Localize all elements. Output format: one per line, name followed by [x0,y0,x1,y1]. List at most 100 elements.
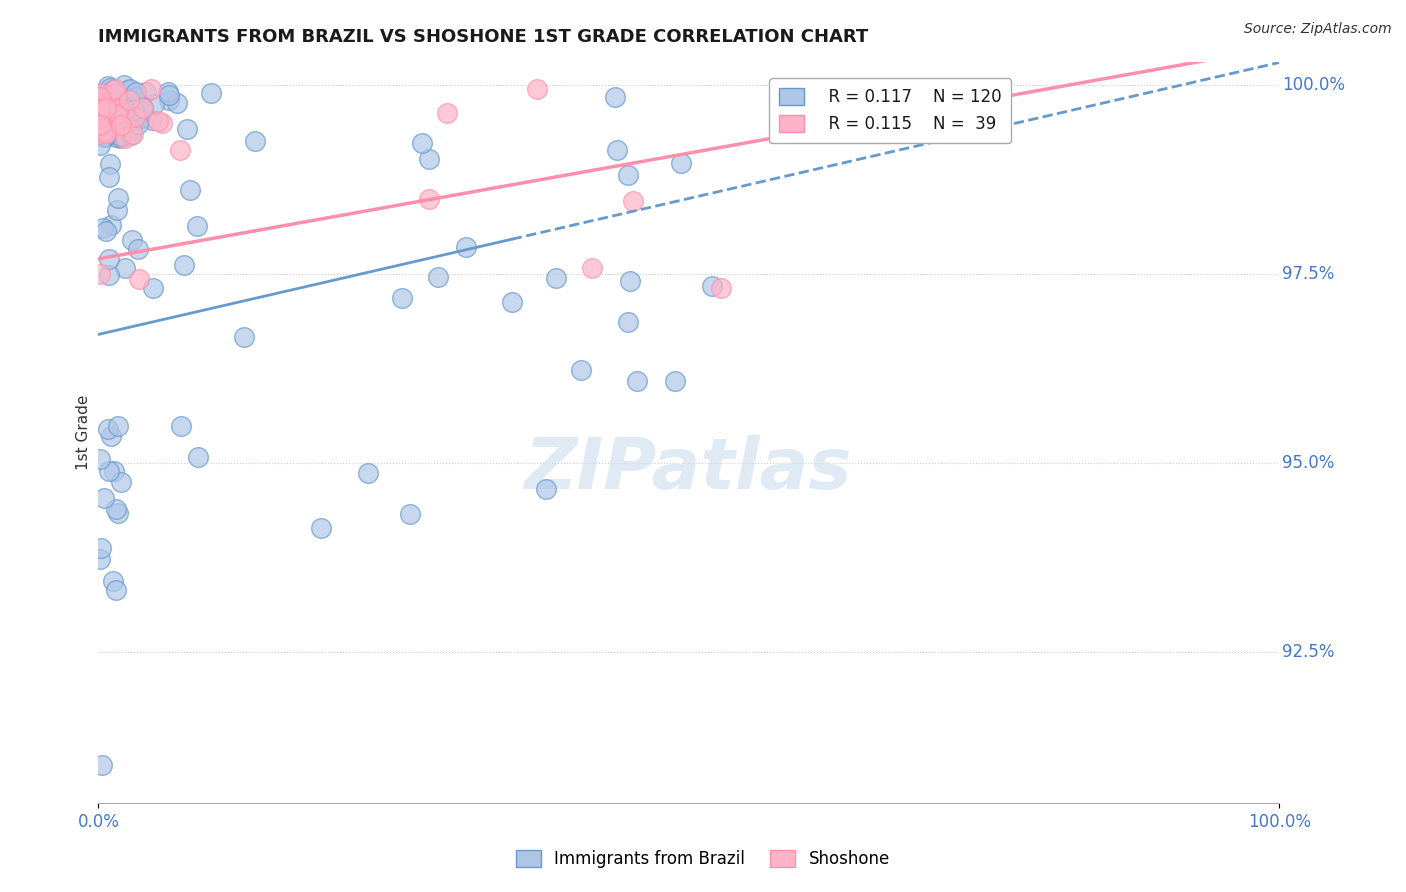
Point [105,122,128,136]
Point [96,123,118,137]
Point [427,270,450,285]
Point [436,106,458,120]
Point [104,116,127,130]
Point [90,112,112,126]
Point [122,128,145,142]
Point [157,88,180,103]
Point [100,87,122,101]
Point [233,330,256,344]
Point [105,107,128,121]
Point [128,272,150,286]
Point [179,184,201,198]
Point [391,291,413,305]
Point [91,128,114,143]
Point [418,153,440,167]
Point [671,156,693,170]
Text: 95.0%: 95.0% [1282,454,1334,472]
Point [90,541,112,556]
Point [97,108,120,122]
Point [98,81,121,95]
Point [110,118,132,132]
Point [124,109,146,123]
Point [128,112,150,126]
Point [100,429,122,443]
Point [105,123,128,137]
Point [98,94,121,108]
Point [169,144,191,158]
Point [132,101,155,115]
Point [357,467,380,481]
Point [122,103,145,118]
Point [664,375,686,389]
Point [94,119,117,133]
Point [121,122,143,136]
Point [97,79,120,94]
Point [150,116,173,130]
Point [91,95,114,110]
Point [418,192,440,206]
Point [105,583,128,598]
Point [114,102,136,116]
Point [100,218,122,232]
Point [617,315,640,329]
Point [127,117,149,131]
Point [105,87,128,101]
Point [90,119,112,133]
Point [135,85,157,99]
Point [142,280,165,294]
Point [125,89,148,103]
Point [114,118,136,132]
Point [606,144,628,158]
Point [89,102,111,116]
Point [141,82,163,96]
Point [97,422,120,436]
Point [104,125,127,139]
Point [89,118,111,132]
Point [93,491,115,505]
Point [89,137,111,152]
Point [141,113,163,128]
Point [112,78,135,93]
Legend: Immigrants from Brazil, Shoshone: Immigrants from Brazil, Shoshone [509,843,897,875]
Point [131,100,153,114]
Point [93,124,115,138]
Point [569,363,592,377]
Point [127,242,149,256]
Point [187,450,209,464]
Point [103,95,125,110]
Point [200,86,222,100]
Point [603,90,626,104]
Point [103,464,125,478]
Point [89,552,111,566]
Point [121,233,143,247]
Point [89,451,111,466]
Point [89,88,111,103]
Point [107,419,129,434]
Point [526,81,548,95]
Point [110,129,132,144]
Point [101,574,124,588]
Point [105,130,128,145]
Point [124,110,146,124]
Point [98,268,121,283]
Point [616,168,638,182]
Point [98,169,121,184]
Point [173,258,195,272]
Point [103,99,125,113]
Text: ZIPatlas: ZIPatlas [526,435,852,504]
Point [544,271,567,285]
Point [107,108,129,122]
Point [108,116,131,130]
Point [131,101,153,115]
Point [114,261,136,276]
Legend:   R = 0.117    N = 120,   R = 0.115    N =  39: R = 0.117 N = 120, R = 0.115 N = 39 [769,78,1011,143]
Point [411,136,433,150]
Point [107,191,129,205]
Point [501,294,523,309]
Point [96,95,118,109]
Point [626,374,648,388]
Y-axis label: 1st Grade: 1st Grade [76,395,91,470]
Point [91,118,114,132]
Point [105,117,128,131]
Point [105,90,128,104]
